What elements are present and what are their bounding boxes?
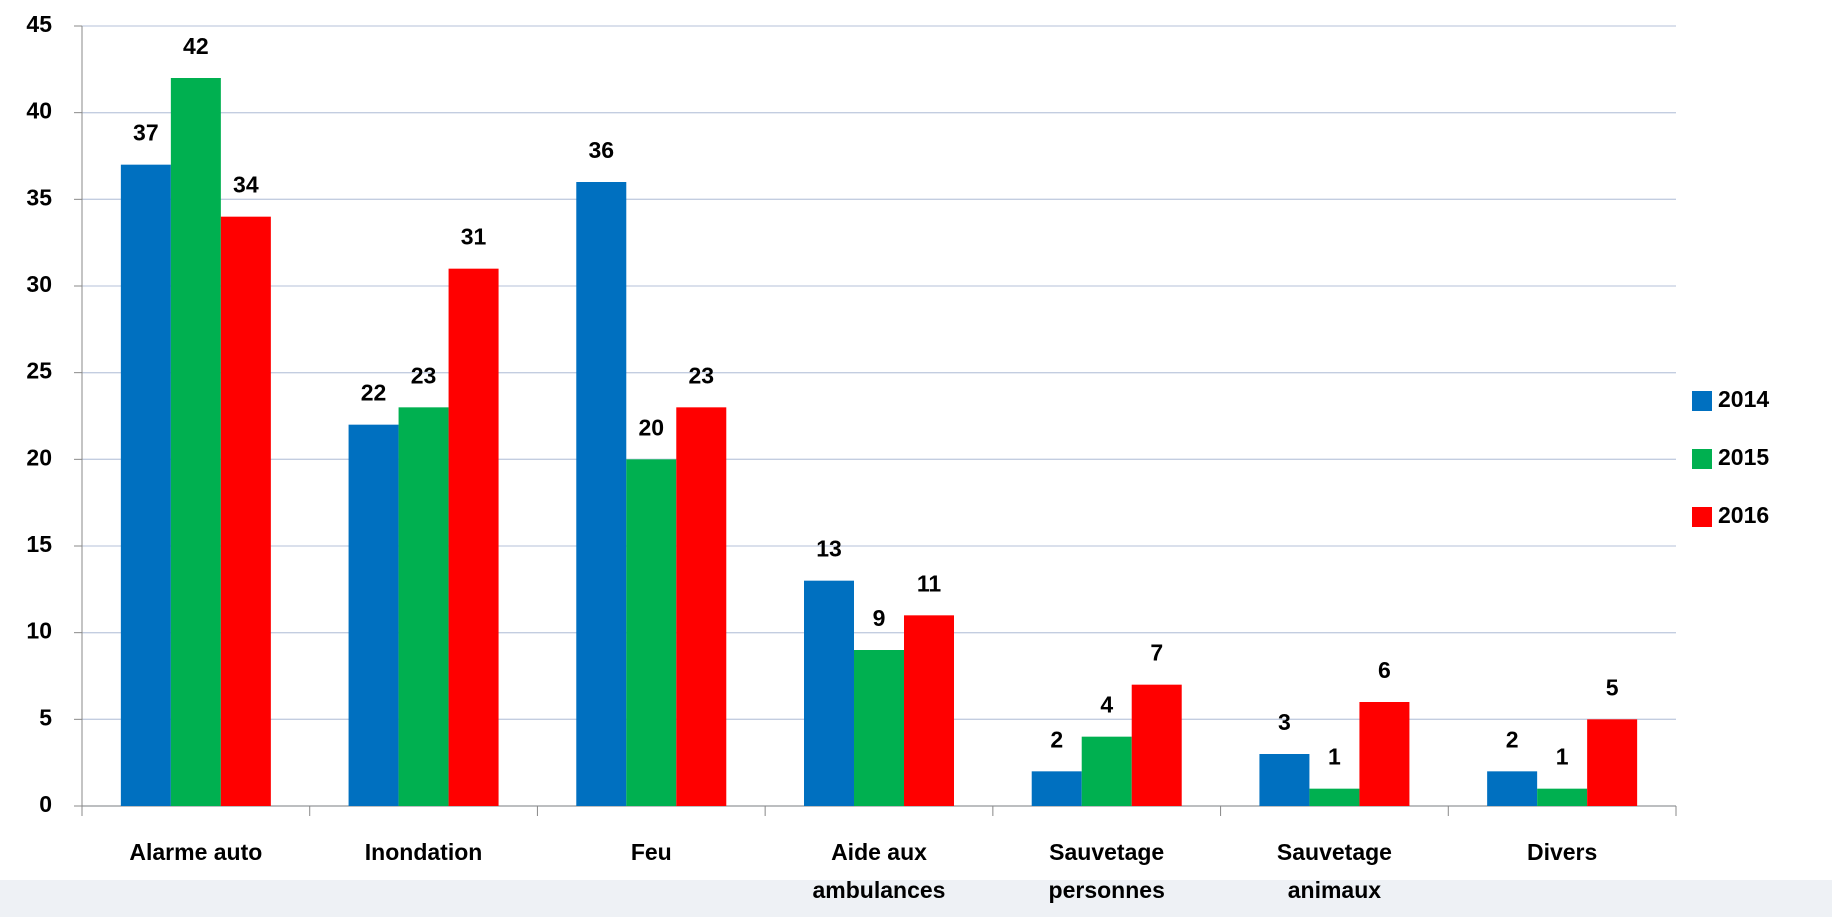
- y-tick-label: 5: [39, 704, 52, 730]
- bar: [1132, 685, 1182, 806]
- legend-label: 2016: [1718, 502, 1769, 528]
- bar: [1537, 789, 1587, 806]
- bar: [804, 581, 854, 806]
- data-label: 23: [411, 362, 437, 388]
- bar: [1032, 771, 1082, 806]
- bar: [349, 425, 399, 806]
- y-tick-label: 0: [39, 791, 52, 817]
- bar: [399, 407, 449, 806]
- data-label: 5: [1606, 674, 1619, 700]
- y-tick-label: 20: [26, 444, 52, 470]
- data-label: 42: [183, 33, 209, 59]
- data-label: 11: [917, 570, 942, 596]
- bar: [221, 217, 271, 806]
- legend-swatch: [1692, 449, 1712, 469]
- bar: [1587, 719, 1637, 806]
- bar: [626, 459, 676, 806]
- data-label: 7: [1150, 640, 1163, 666]
- data-label: 2: [1506, 726, 1519, 752]
- bar: [854, 650, 904, 806]
- data-label: 37: [133, 120, 159, 146]
- x-tick-label: Alarme auto: [129, 839, 262, 865]
- data-label: 3: [1278, 709, 1291, 735]
- y-tick-label: 10: [26, 618, 52, 644]
- legend-label: 2014: [1718, 386, 1769, 412]
- bar: [904, 615, 954, 806]
- data-label: 36: [588, 137, 614, 163]
- bar: [1259, 754, 1309, 806]
- data-label: 1: [1328, 744, 1341, 770]
- data-label: 22: [361, 380, 387, 406]
- bar: [121, 165, 171, 806]
- bar: [1487, 771, 1537, 806]
- bar: [1082, 737, 1132, 806]
- x-tick-label: Divers: [1527, 839, 1597, 865]
- data-label: 1: [1556, 744, 1569, 770]
- data-label: 23: [688, 362, 714, 388]
- data-label: 20: [638, 414, 664, 440]
- y-tick-label: 35: [26, 184, 52, 210]
- bar: [171, 78, 221, 806]
- bar: [449, 269, 499, 806]
- x-tick-label: Feu: [631, 839, 672, 865]
- y-tick-label: 30: [26, 271, 52, 297]
- chart: 0510152025303540453722361323242232094113…: [0, 0, 1832, 917]
- data-label: 13: [816, 536, 842, 562]
- x-tick-label: Inondation: [365, 839, 483, 865]
- y-tick-label: 15: [26, 531, 52, 557]
- y-tick-label: 45: [26, 11, 52, 37]
- data-label: 9: [873, 605, 886, 631]
- data-label: 4: [1100, 692, 1113, 718]
- data-label: 2: [1050, 726, 1063, 752]
- data-label: 34: [233, 172, 259, 198]
- data-label: 31: [461, 224, 487, 250]
- data-label: 6: [1378, 657, 1391, 683]
- legend-label: 2015: [1718, 444, 1769, 470]
- bar: [576, 182, 626, 806]
- y-tick-label: 25: [26, 358, 52, 384]
- bar: [1309, 789, 1359, 806]
- legend-swatch: [1692, 391, 1712, 411]
- y-tick-label: 40: [26, 98, 52, 124]
- bar: [676, 407, 726, 806]
- bar: [1359, 702, 1409, 806]
- legend-swatch: [1692, 507, 1712, 527]
